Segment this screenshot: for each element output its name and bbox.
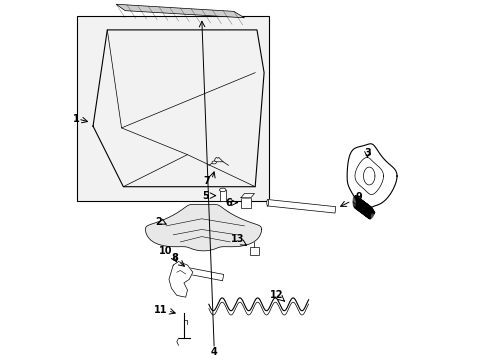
Polygon shape xyxy=(176,266,224,281)
Ellipse shape xyxy=(266,199,268,206)
Polygon shape xyxy=(241,193,254,198)
Text: 1: 1 xyxy=(73,114,80,124)
Text: 6: 6 xyxy=(224,198,231,208)
Ellipse shape xyxy=(175,265,178,272)
Text: 2: 2 xyxy=(155,217,162,227)
Bar xyxy=(219,190,225,201)
Ellipse shape xyxy=(219,188,225,192)
Text: 9: 9 xyxy=(354,192,361,202)
Ellipse shape xyxy=(212,161,216,164)
Polygon shape xyxy=(168,262,192,297)
Polygon shape xyxy=(145,204,261,251)
Polygon shape xyxy=(346,144,396,208)
Bar xyxy=(249,247,259,255)
Polygon shape xyxy=(267,199,335,213)
Text: 10: 10 xyxy=(159,246,172,256)
Text: 7: 7 xyxy=(203,176,210,186)
Polygon shape xyxy=(116,4,244,18)
Text: 3: 3 xyxy=(364,148,370,158)
Text: 5: 5 xyxy=(202,190,208,201)
Text: 4: 4 xyxy=(210,347,217,357)
Bar xyxy=(241,198,250,208)
Text: 11: 11 xyxy=(154,305,167,315)
Text: 12: 12 xyxy=(269,291,283,300)
Bar xyxy=(77,15,269,201)
Text: 8: 8 xyxy=(171,253,178,263)
Text: 13: 13 xyxy=(230,234,244,244)
